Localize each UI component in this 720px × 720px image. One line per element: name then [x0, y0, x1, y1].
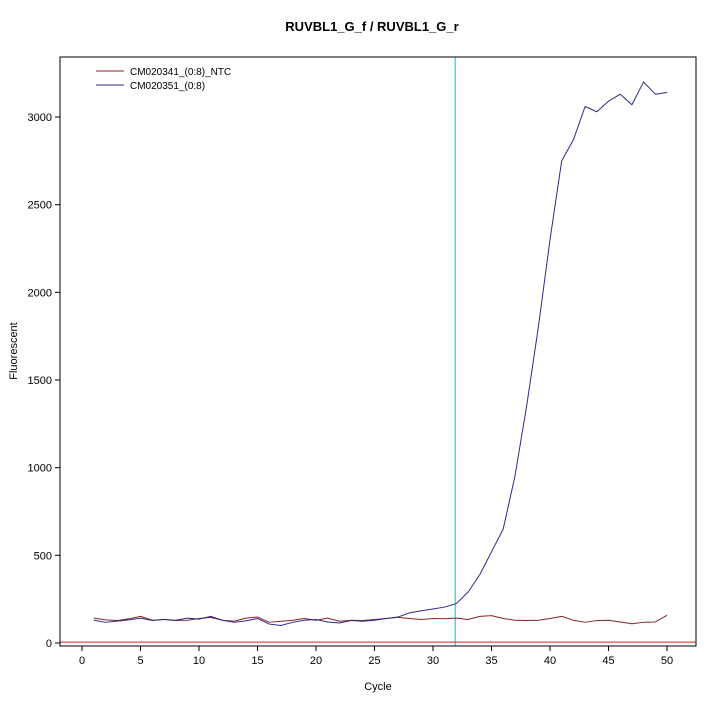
- series-line-1: [93, 81, 668, 626]
- x-axis-label: Cycle: [364, 681, 392, 693]
- reference-lines: [60, 57, 696, 646]
- x-tick-label: 45: [602, 655, 614, 667]
- chart-title: RUVBL1_G_f / RUVBL1_G_r: [285, 19, 458, 34]
- x-tick-label: 0: [79, 655, 85, 667]
- x-tick-label: 20: [310, 655, 322, 667]
- x-tick-label: 30: [427, 655, 439, 667]
- y-tick-label: 1500: [28, 375, 52, 387]
- y-tick-label: 2500: [28, 200, 52, 212]
- y-axis-label: Fluorescent: [8, 322, 20, 379]
- x-tick-label: 35: [485, 655, 497, 667]
- legend-label-sample: CM020351_(0:8): [130, 81, 205, 92]
- x-tick-label: 25: [368, 655, 380, 667]
- data-series: [93, 81, 668, 626]
- x-tick-label: 15: [251, 655, 263, 667]
- plot-border: [59, 56, 697, 647]
- y-tick-label: 2000: [28, 287, 52, 299]
- axis-ticks: 0 5 10 15 20 25 30 35 40 45 5005001000150020002500…: [28, 112, 674, 667]
- legend-label-ntc: CM020341_(0:8)_NTC: [130, 67, 231, 78]
- y-tick-label: 1000: [28, 463, 52, 475]
- x-tick-label: 50: [661, 655, 673, 667]
- legend: CM020341_(0:8)_NTC CM020351_(0:8): [96, 67, 231, 92]
- y-tick-label: 0: [46, 638, 52, 650]
- x-tick-label: 5: [137, 655, 143, 667]
- y-tick-label: 3000: [28, 112, 52, 124]
- x-tick-label: 10: [193, 655, 205, 667]
- x-tick-label: 40: [544, 655, 556, 667]
- y-tick-label: 500: [34, 550, 52, 562]
